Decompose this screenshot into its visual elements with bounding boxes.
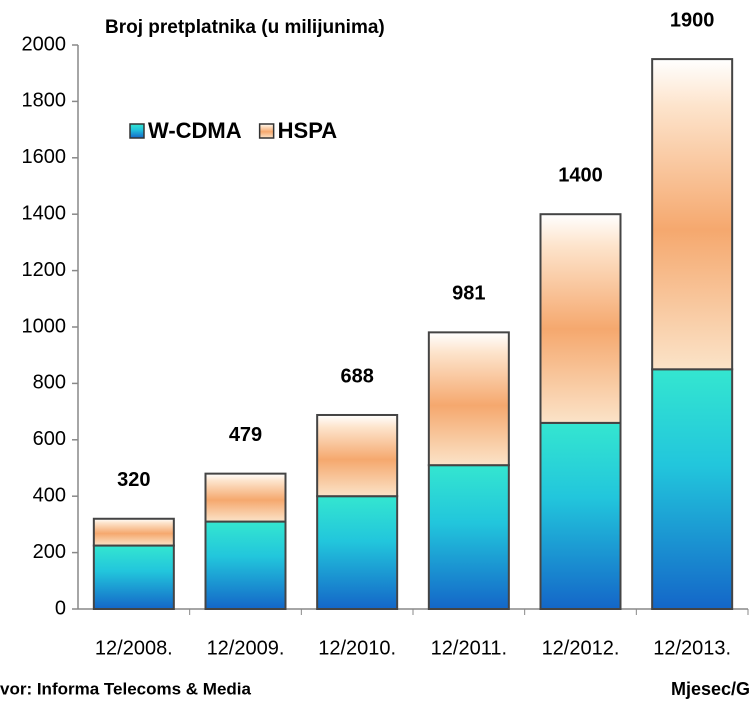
legend-swatch bbox=[258, 123, 275, 139]
x-tick-label: 12/2008. bbox=[95, 637, 173, 659]
y-tick-label: 1200 bbox=[22, 259, 67, 281]
total-label: 1400 bbox=[558, 164, 603, 186]
bar-segment bbox=[427, 331, 510, 467]
x-tick-label: 12/2011. bbox=[431, 637, 507, 659]
y-tick-label: 1400 bbox=[22, 202, 67, 224]
chart-title: Broj pretplatnika (u milijunima) bbox=[105, 17, 385, 38]
y-tick-label: 200 bbox=[33, 541, 66, 563]
bar-segment bbox=[92, 517, 175, 547]
bar-segment bbox=[651, 58, 734, 371]
y-tick-label: 400 bbox=[33, 484, 66, 506]
y-tick-label: 1800 bbox=[22, 90, 67, 112]
bar-segment bbox=[427, 464, 510, 610]
bar-segment bbox=[539, 213, 622, 424]
total-label: 320 bbox=[117, 469, 150, 491]
x-tick-label: 12/2010. bbox=[318, 637, 396, 659]
bar-segment bbox=[651, 368, 734, 610]
bar-segment bbox=[204, 520, 287, 611]
source: vor: Informa Telecoms & Media bbox=[0, 679, 252, 698]
bar-segment bbox=[316, 495, 399, 611]
bar-segment bbox=[316, 413, 399, 498]
legend-swatch bbox=[129, 123, 145, 139]
bar-segment bbox=[204, 472, 287, 523]
total-label: 981 bbox=[452, 283, 485, 305]
x-tick-label: 12/2013. bbox=[653, 637, 731, 659]
x-axis-label: Mjesec/G bbox=[671, 679, 750, 699]
y-tick-label: 600 bbox=[33, 428, 66, 450]
y-tick-label: 1000 bbox=[22, 315, 67, 337]
total-label: 479 bbox=[229, 424, 262, 446]
bar-segment bbox=[92, 544, 175, 610]
x-tick-label: 12/2012. bbox=[542, 637, 620, 659]
y-tick-label: 2000 bbox=[22, 33, 67, 55]
total-label: 1900 bbox=[670, 9, 715, 31]
y-tick-label: 1600 bbox=[22, 146, 67, 168]
legend-label: HSPA bbox=[278, 118, 338, 143]
bar-segment bbox=[539, 421, 622, 610]
y-tick-label: 800 bbox=[33, 372, 66, 394]
x-tick-label: 12/2009. bbox=[207, 637, 285, 659]
legend-label: W-CDMA bbox=[148, 118, 242, 143]
y-tick-label: 0 bbox=[55, 597, 66, 619]
total-label: 688 bbox=[340, 365, 373, 387]
